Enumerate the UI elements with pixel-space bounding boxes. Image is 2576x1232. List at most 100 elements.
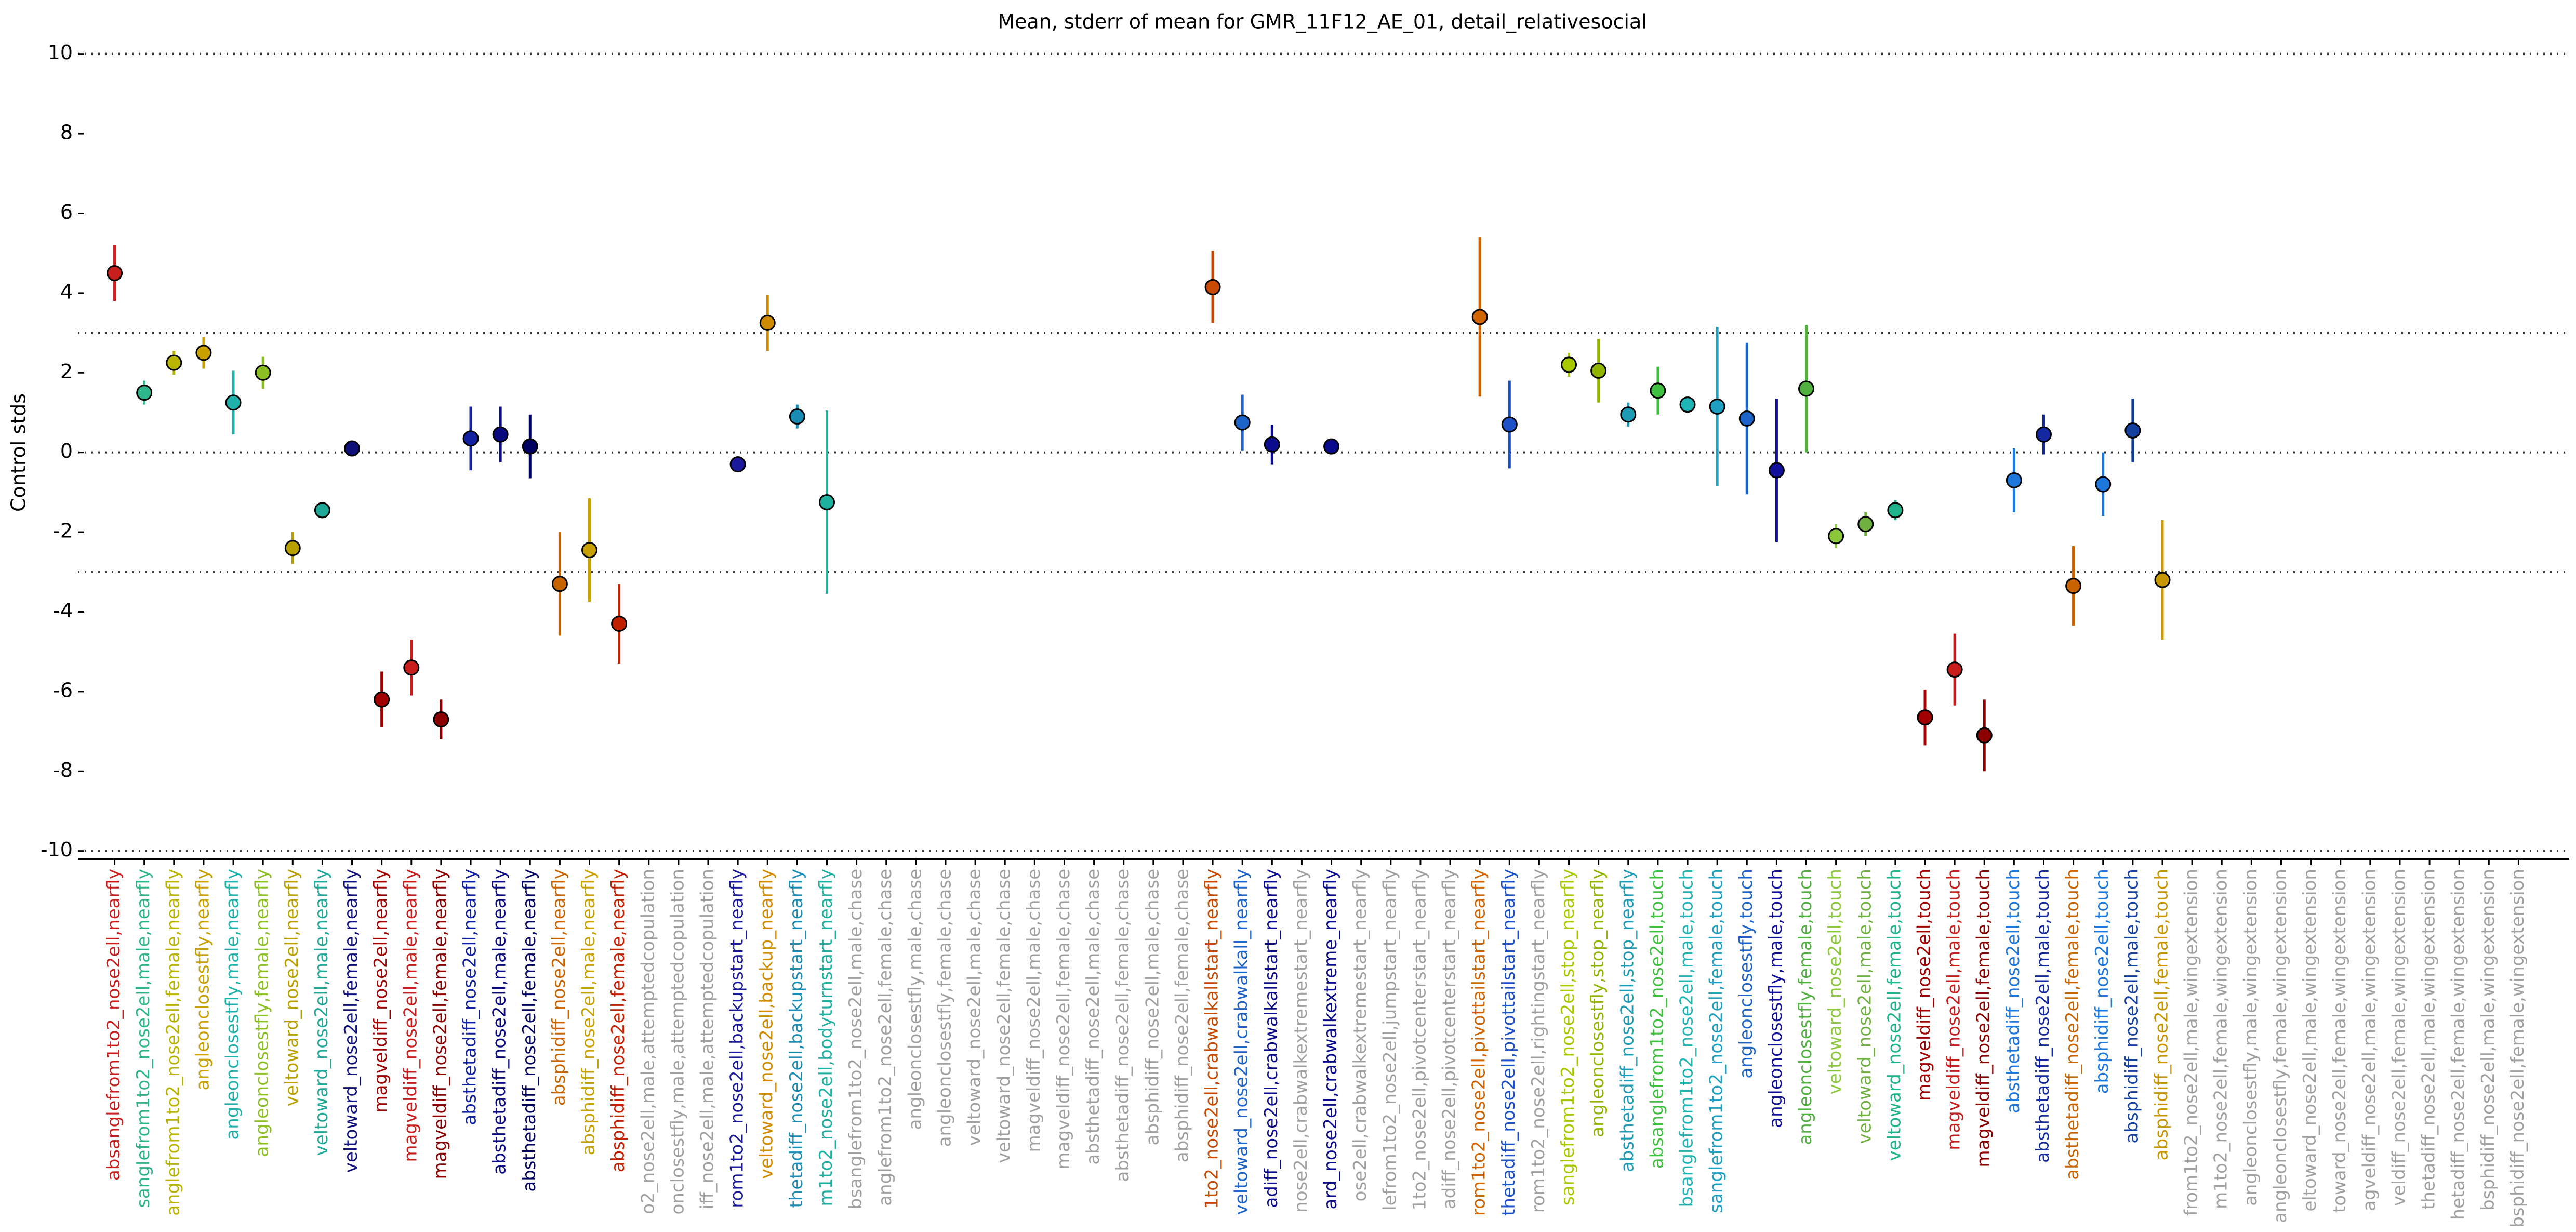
x-tick-label: toward_nose2ell,female,wingextension (2329, 869, 2350, 1213)
x-tick-label: absthetadiff_nose2ell,stop_nearfly (1617, 869, 1638, 1172)
x-tick-label: bsphidiff_nose2ell,female,wingextension (2507, 869, 2528, 1228)
mean-marker (1738, 410, 1755, 427)
x-tick-label: thetadiff_nose2ell,backupstart_nearfly (786, 869, 807, 1208)
mean-marker (195, 345, 212, 361)
x-tick-label: rom1to2_nose2ell,backupstart_nearfly (727, 869, 748, 1208)
mean-marker (522, 438, 538, 455)
x-tick-label: thetadiff_nose2ell,pivottailstart_nearfl… (1498, 869, 1519, 1216)
x-tick-label: absthetadiff_nose2ell,male,nearfly (489, 869, 510, 1175)
y-tick-label: 10 (48, 41, 73, 64)
x-tick-label: absphidiff_nose2ell,male,nearfly (578, 869, 599, 1155)
y-tick-label: -4 (53, 599, 73, 622)
x-tick-label: magveldiff_nose2ell,female,touch (1973, 869, 1994, 1168)
x-tick-label: absthetadiff_nose2ell,male,chase (1083, 869, 1104, 1165)
x-tick-label: bsanglefrom1to2_nose2ell,male,chase (845, 869, 866, 1209)
mean-marker (1709, 398, 1725, 415)
mean-marker (2006, 472, 2022, 488)
x-tick-label: eltoward_nose2ell,male,wingextension (2300, 869, 2320, 1212)
x-tick-label: sanglefrom1to2_nose2ell,male,nearfly (133, 869, 154, 1208)
mean-marker (1590, 362, 1607, 379)
x-tick-label: veltoward_nose2ell,backup_nearfly (756, 869, 777, 1179)
y-tick-label: 0 (60, 440, 73, 462)
mean-marker (1323, 438, 1340, 455)
mean-marker (1501, 416, 1518, 433)
x-tick-label: absthetadiff_nose2ell,female,chase (1112, 869, 1133, 1182)
mean-marker (1650, 382, 1666, 399)
x-tick-label: angleonclosestfly,female,wingextension (2270, 869, 2291, 1223)
mean-marker (1857, 516, 1874, 533)
x-tick-label: absanglefrom1to2_nose2ell,nearfly (103, 869, 124, 1181)
x-tick-label: bsanglefrom1to2_nose2ell,male,touch (1677, 869, 1697, 1207)
mean-marker (2035, 426, 2052, 443)
y-tick-label: 2 (60, 360, 73, 383)
x-tick-label: veltoward_nose2ell,male,chase (964, 869, 985, 1146)
mean-marker (818, 494, 835, 511)
mean-marker (462, 430, 479, 447)
x-tick-label: angleonclosestfly,male,chase (905, 869, 925, 1130)
x-tick-label: absthetadiff_nose2ell,nearfly (460, 869, 481, 1125)
mean-marker (136, 385, 153, 401)
x-tick-label: absphidiff_nose2ell,male,chase (1142, 869, 1163, 1145)
mean-marker (225, 394, 242, 411)
x-tick-label: angleonclosestfly,nearfly (192, 869, 213, 1090)
x-tick-label: nose2ell,crabwalkextremestart_nearfly (1291, 869, 1311, 1213)
y-tick-label: 8 (60, 121, 73, 144)
x-tick-label: magveldiff_nose2ell,nearfly (370, 869, 391, 1113)
y-tick-label: 4 (60, 280, 73, 303)
x-tick-label: sanglefrom1to2_nose2ell,stop_nearfly (1558, 869, 1578, 1205)
x-tick-label: magveldiff_nose2ell,female,nearfly (430, 869, 450, 1180)
x-tick-label: absphidiff_nose2ell,male,touch (2121, 869, 2142, 1143)
mean-marker (344, 440, 361, 457)
x-tick-label: bsphidiff_nose2ell,male,wingextension (2478, 869, 2499, 1211)
mean-marker (1234, 414, 1251, 431)
mean-marker (166, 354, 182, 371)
x-tick-label: absthetadiff_nose2ell,female,touch (2062, 869, 2083, 1180)
mean-marker (1887, 502, 1904, 519)
x-tick-label: absphidiff_nose2ell,female,touch (2151, 869, 2172, 1160)
x-tick-label: anglefrom1to2_nose2ell,female,nearfly (163, 869, 183, 1216)
x-tick-label: absphidiff_nose2ell,female,nearfly (608, 869, 629, 1172)
x-tick-label: angleonclosestfly,male,nearfly (222, 869, 243, 1140)
mean-marker (789, 408, 805, 425)
x-tick-label: angleonclosestfly,female,touch (1795, 869, 1816, 1145)
mean-marker (2065, 578, 2082, 594)
x-tick-label: o2_nose2ell,male,attemptedcopulation (638, 869, 658, 1214)
x-tick-label: veltoward_nose2ell,female,touch (1884, 869, 1905, 1161)
mean-marker (1471, 309, 1488, 325)
y-tick-label: -2 (53, 520, 73, 542)
mean-marker (492, 426, 509, 443)
mean-marker (1798, 380, 1815, 397)
x-tick-label: agveldiff_nose2ell,male,wingextension (2359, 869, 2380, 1211)
x-tick-label: from1to2_nose2ell,male,wingextension (2181, 869, 2202, 1216)
x-tick-label: veltoward_nose2ell,crabwalkall_nearfly (1231, 869, 1252, 1215)
x-tick-label: magveldiff_nose2ell,male,nearfly (400, 869, 421, 1162)
mean-marker (759, 314, 776, 331)
mean-marker (1828, 528, 1844, 545)
mean-marker (1204, 279, 1221, 295)
x-tick-label: rom1to2_nose2ell,pivottailstart_nearfly (1469, 869, 1490, 1216)
x-tick-label: magveldiff_nose2ell,male,chase (1024, 869, 1044, 1152)
y-tick-label: -8 (53, 759, 73, 781)
mean-marker (1264, 436, 1280, 453)
x-tick-label: veldiff_nose2ell,female,wingextension (2388, 869, 2409, 1206)
x-tick-label: veltoward_nose2ell,touch (1825, 869, 1845, 1094)
y-tick-label: -10 (41, 838, 73, 861)
mean-marker (1976, 727, 1993, 744)
x-tick-label: angleonclosestfly,male,touch (1765, 869, 1786, 1128)
x-tick-label: hetadiff_nose2ell,female,wingextension (2448, 869, 2469, 1220)
x-tick-label: veltoward_nose2ell,female,chase (994, 869, 1015, 1163)
mean-marker (1946, 661, 1963, 678)
mean-marker (611, 615, 628, 632)
x-tick-label: magveldiff_nose2ell,touch (1914, 869, 1935, 1101)
x-tick-label: sanglefrom1to2_nose2ell,female,touch (1706, 869, 1727, 1213)
x-tick-label: rom1to2_nose2ell,rightingstart_nearfly (1528, 869, 1549, 1213)
mean-marker (107, 265, 123, 282)
x-tick-label: angleonclosestfly,touch (1736, 869, 1757, 1079)
x-tick-label: thetadiff_nose2ell,male,wingextension (2419, 869, 2439, 1210)
mean-marker (1917, 709, 1933, 726)
x-tick-label: veltoward_nose2ell,nearfly (282, 869, 302, 1106)
mean-marker (1561, 356, 1577, 373)
x-tick-label: ard_nose2ell,crabwalkextreme_nearfly (1320, 869, 1341, 1209)
